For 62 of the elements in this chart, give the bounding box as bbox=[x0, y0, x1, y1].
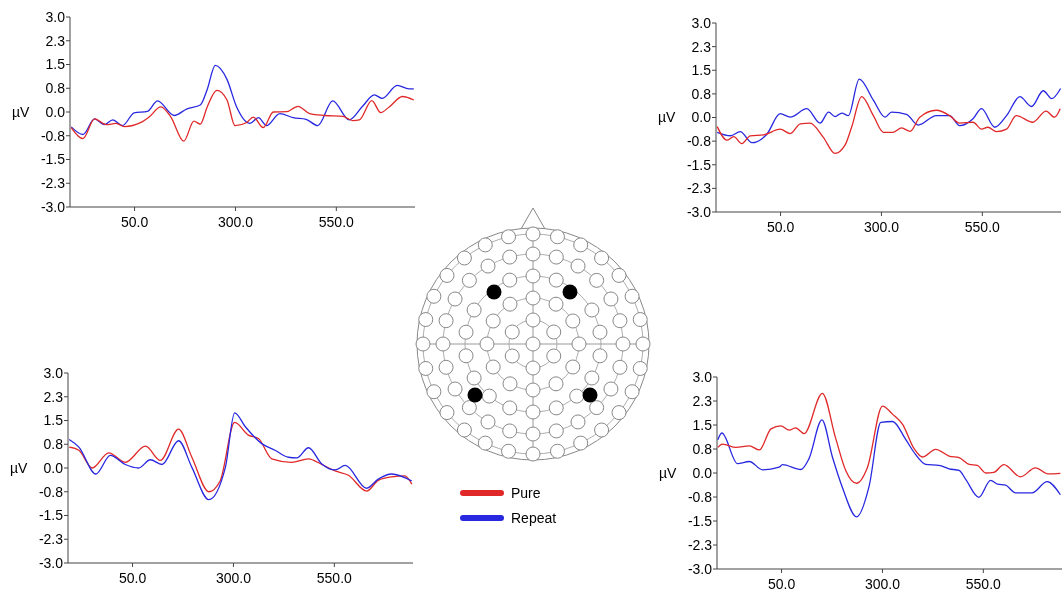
y-tick-label: -2.3 bbox=[687, 536, 713, 553]
line-series bbox=[717, 392, 1062, 484]
y-tick-label: 1.5 bbox=[45, 56, 66, 73]
y-axis-title: µV bbox=[12, 103, 31, 120]
x-tick-label: 550.0 bbox=[964, 219, 1001, 235]
y-tick-label: 0.8 bbox=[692, 440, 713, 457]
x-tick-label: 300.0 bbox=[864, 576, 901, 592]
line-series bbox=[68, 412, 413, 501]
x-tick-label: 50.0 bbox=[118, 570, 147, 586]
y-tick-label: 1.5 bbox=[691, 62, 712, 79]
y-tick-label: 0.0 bbox=[691, 109, 712, 126]
y-tick-label: 2.3 bbox=[692, 392, 713, 409]
y-tick-label: 0.8 bbox=[691, 85, 712, 102]
y-tick-label: -3.0 bbox=[40, 198, 66, 215]
line-series bbox=[70, 89, 415, 142]
y-tick-label: -0.8 bbox=[38, 483, 64, 500]
y-tick-label: 1.5 bbox=[692, 416, 713, 433]
x-tick-label: 300.0 bbox=[215, 570, 252, 586]
y-tick-label: -1.5 bbox=[687, 512, 713, 529]
line-series bbox=[716, 78, 1062, 144]
legend-label: Pure bbox=[511, 485, 541, 501]
y-tick-label: -0.8 bbox=[686, 133, 712, 150]
y-tick-label: 2.3 bbox=[691, 38, 712, 55]
y-tick-label: -1.5 bbox=[40, 151, 66, 168]
y-tick-label: 2.3 bbox=[43, 388, 64, 405]
y-axis-title: µV bbox=[658, 109, 677, 126]
x-tick-label: 300.0 bbox=[217, 214, 254, 230]
y-tick-label: -3.0 bbox=[687, 560, 713, 577]
y-tick-label: -2.3 bbox=[38, 531, 64, 548]
y-tick-label: 0.8 bbox=[45, 80, 66, 97]
x-tick-label: 50.0 bbox=[120, 214, 149, 230]
legend-label: Repeat bbox=[511, 510, 557, 526]
line-series bbox=[68, 421, 413, 493]
y-tick-label: -0.8 bbox=[40, 127, 66, 144]
y-tick-label: 2.3 bbox=[45, 32, 66, 49]
y-tick-label: -3.0 bbox=[686, 203, 712, 220]
x-tick-label: 550.0 bbox=[318, 214, 355, 230]
x-tick-label: 50.0 bbox=[766, 219, 795, 235]
x-tick-label: 50.0 bbox=[767, 576, 796, 592]
y-tick-label: -1.5 bbox=[686, 156, 712, 173]
y-tick-label: -1.5 bbox=[38, 507, 64, 524]
line-series bbox=[70, 64, 415, 136]
y-tick-label: -0.8 bbox=[687, 488, 713, 505]
y-axis-title: µV bbox=[659, 464, 678, 481]
y-tick-label: 3.0 bbox=[43, 364, 64, 381]
x-tick-label: 550.0 bbox=[316, 570, 353, 586]
y-tick-label: 3.0 bbox=[692, 368, 713, 385]
x-tick-label: 300.0 bbox=[863, 219, 900, 235]
y-tick-label: -2.3 bbox=[686, 180, 712, 197]
y-tick-label: 3.0 bbox=[691, 14, 712, 31]
y-axis-title: µV bbox=[10, 459, 29, 476]
line-series bbox=[716, 96, 1061, 155]
y-tick-label: -3.0 bbox=[38, 554, 64, 571]
y-tick-label: 0.0 bbox=[692, 464, 713, 481]
y-tick-label: 0.0 bbox=[43, 459, 64, 476]
x-tick-label: 550.0 bbox=[965, 576, 1002, 592]
line-series bbox=[717, 419, 1062, 518]
y-tick-label: 0.0 bbox=[45, 103, 66, 120]
y-tick-label: 3.0 bbox=[45, 8, 66, 25]
y-tick-label: 0.8 bbox=[43, 436, 64, 453]
y-tick-label: -2.3 bbox=[40, 175, 66, 192]
y-tick-label: 1.5 bbox=[43, 412, 64, 429]
